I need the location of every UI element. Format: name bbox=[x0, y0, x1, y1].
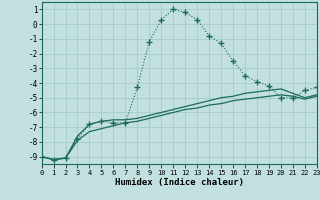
X-axis label: Humidex (Indice chaleur): Humidex (Indice chaleur) bbox=[115, 178, 244, 187]
